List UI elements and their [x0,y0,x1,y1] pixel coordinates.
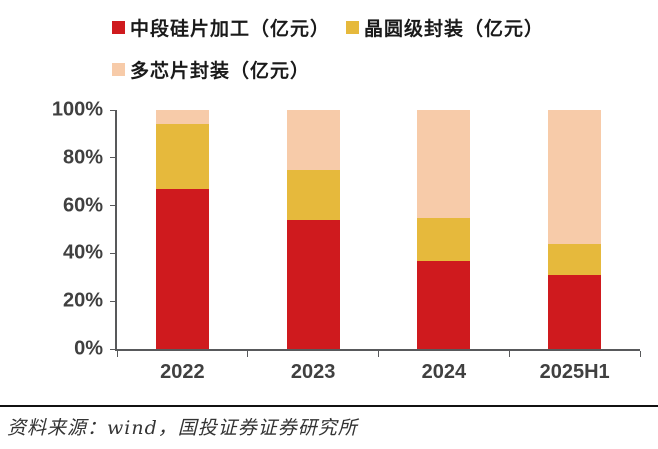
bar-segment [548,243,602,275]
bar-segment [548,110,602,244]
plot-area: 2022 2023 2024 2025H1 0% 20% 40% 60% 80% 100% [52,99,641,383]
x-tick-mark [247,351,249,357]
y-tick-label: 60% [62,194,103,217]
bar-segment [286,169,340,220]
stacked-bar-2022 [155,110,209,349]
chart-legend: 中段硅片加工（亿元） 晶圆级封装（亿元） 多芯片封装（亿元） [112,14,592,83]
x-tick-mark [116,351,118,357]
y-tick-label: 40% [62,241,103,264]
y-tick-label: 20% [62,289,103,312]
bar-slot-2023 [248,110,379,349]
y-tick-label: 0% [74,337,103,360]
y-tick-mark [110,205,117,207]
legend-label: 晶圆级封装（亿元） [364,18,545,40]
x-axis-label-2023: 2023 [290,361,336,383]
bar-segment [417,110,471,218]
stacked-bar-2023 [286,110,340,349]
y-tick-mark [110,109,117,111]
x-axis-label-2025H1: 2025H1 [539,361,610,383]
y-tick-label: 80% [62,146,103,169]
y-tick-mark [110,252,117,254]
x-axis-labels: 2022 2023 2024 2025H1 [117,361,640,384]
bar-slot-2024 [379,110,510,349]
bar-segment [286,110,340,170]
legend-label: 多芯片封装（亿元） [130,60,311,82]
stacked-bar-2024 [417,110,471,349]
stacked-bar-2025H1 [548,110,602,349]
x-axis-label-2022: 2022 [160,361,205,383]
bar-slot-2022 [117,110,248,349]
y-tick-label: 100% [51,98,103,121]
bar-segment [155,124,209,189]
bars-container [117,110,640,349]
legend-item-0: 中段硅片加工（亿元） [112,14,330,41]
x-axis-label-2024: 2024 [421,361,467,383]
legend-item-1: 晶圆级封装（亿元） [346,14,544,41]
bar-segment [417,260,471,349]
legend-label: 中段硅片加工（亿元） [130,18,331,40]
bar-segment [286,219,340,349]
y-tick-mark [110,300,117,302]
legend-swatch-icon [112,63,125,76]
legend-item-2: 多芯片封装（亿元） [112,56,310,83]
legend-swatch-icon [346,21,360,34]
y-tick-mark [110,157,117,159]
bar-segment [155,188,209,349]
x-tick-mark [639,351,641,357]
footer-divider [0,405,658,407]
bar-slot-2025H1 [509,110,640,349]
source-note: 资料来源：wind，国投证券证券研究所 [7,417,358,439]
bar-segment [548,274,602,349]
y-tick-mark [110,348,117,350]
bar-segment [155,110,209,125]
x-tick-mark [378,351,379,357]
x-tick-mark [508,351,510,357]
legend-swatch-icon [112,21,125,34]
bar-segment [417,217,471,261]
